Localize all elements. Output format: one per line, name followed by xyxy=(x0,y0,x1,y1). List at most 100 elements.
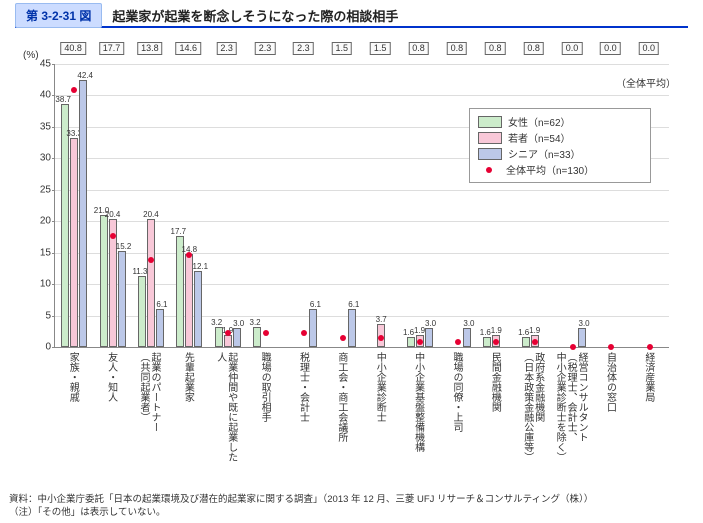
y-tick xyxy=(52,316,55,317)
avg-dot xyxy=(532,339,538,345)
avg-box: 0.8 xyxy=(408,42,429,55)
y-tick xyxy=(52,284,55,285)
x-axis-label: 自治体の窓口 xyxy=(604,352,615,412)
legend-label-youth: 若者（n=54） xyxy=(508,130,571,145)
bar-female: 1.6 xyxy=(407,337,415,347)
bar-youth: 1.9 xyxy=(224,335,232,347)
y-axis-unit: (%) xyxy=(23,50,39,61)
legend-swatch-female xyxy=(478,116,502,128)
y-tick xyxy=(52,158,55,159)
avg-dot xyxy=(71,87,77,93)
figure-title: 起業家が起業を断念しそうになった際の相談相手 xyxy=(112,6,398,25)
avg-box: 40.8 xyxy=(60,42,86,55)
bar-female xyxy=(291,346,299,347)
bar-female xyxy=(560,346,568,347)
avg-box: 0.8 xyxy=(447,42,468,55)
bar-value-label: 1.6 xyxy=(518,329,529,337)
avg-dot xyxy=(417,339,423,345)
bar-senior: 3.0 xyxy=(233,328,241,347)
x-axis-label: 起業のパートナー（共同起業者） xyxy=(138,352,160,432)
avg-dot xyxy=(263,330,269,336)
y-axis-label: 0 xyxy=(45,342,51,353)
bar-senior: 3.0 xyxy=(463,328,471,347)
bar-value-label: 17.7 xyxy=(171,228,187,236)
bar-youth: 33.3 xyxy=(70,138,78,347)
avg-box: 0.8 xyxy=(485,42,506,55)
gridline xyxy=(55,190,669,191)
avg-box: 1.5 xyxy=(370,42,391,55)
y-axis-label: 10 xyxy=(40,279,51,290)
bar-female: 1.6 xyxy=(522,337,530,347)
bar-female: 38.7 xyxy=(61,104,69,347)
avg-dot xyxy=(378,335,384,341)
avg-box: 2.3 xyxy=(216,42,237,55)
y-axis-label: 5 xyxy=(45,310,51,321)
bar-value-label: 20.4 xyxy=(105,211,121,219)
legend-row-avg: 全体平均（n=130） xyxy=(478,162,642,177)
x-axis-label: 中小企業診断士 xyxy=(374,352,385,422)
x-axis-label: 家族・親戚 xyxy=(67,352,78,402)
bar-female xyxy=(637,346,645,347)
bar-value-label: 6.1 xyxy=(310,301,321,309)
bar-senior: 6.1 xyxy=(348,309,356,347)
avg-dot xyxy=(608,344,614,350)
gridline xyxy=(55,64,669,65)
bar-value-label: 3.0 xyxy=(579,320,590,328)
y-tick xyxy=(52,64,55,65)
bar-value-label: 15.2 xyxy=(116,243,132,251)
avg-dot xyxy=(301,330,307,336)
bar-youth xyxy=(262,346,270,347)
bar-value-label: 3.0 xyxy=(233,320,244,328)
footnote-1: 資料：中小企業庁委託「日本の起業環境及び潜在的起業家に関する調査」（2013 年… xyxy=(9,494,593,507)
x-axis-label: 職場の同僚・上司 xyxy=(451,352,462,432)
legend-swatch-senior xyxy=(478,148,502,160)
bar-youth xyxy=(454,346,462,347)
bar-value-label: 1.6 xyxy=(403,329,414,337)
bar-value-label: 12.1 xyxy=(193,263,209,271)
avg-dot xyxy=(110,233,116,239)
avg-dot xyxy=(340,335,346,341)
bar-senior: 6.1 xyxy=(309,309,317,347)
bar-female xyxy=(445,346,453,347)
x-axis-label: 職場の取引相手 xyxy=(259,352,270,422)
legend-label-senior: シニア（n=33） xyxy=(508,146,581,161)
avg-box: 0.0 xyxy=(600,42,621,55)
legend-label-female: 女性（n=62） xyxy=(508,114,571,129)
bar-value-label: 11.3 xyxy=(132,268,147,276)
avg-box: 0.8 xyxy=(523,42,544,55)
y-tick xyxy=(52,253,55,254)
legend-swatch-youth xyxy=(478,132,502,144)
bar-value-label: 1.6 xyxy=(480,329,491,337)
bar-value-label: 3.2 xyxy=(211,319,222,327)
avg-box: 0.0 xyxy=(639,42,660,55)
y-axis-label: 25 xyxy=(40,184,51,195)
bar-cluster: 11.320.46.1 xyxy=(136,219,166,347)
bar-female: 21.0 xyxy=(100,215,108,347)
gridline xyxy=(55,95,669,96)
legend-row-youth: 若者（n=54） xyxy=(478,130,642,145)
avg-dot xyxy=(570,344,576,350)
avg-dot xyxy=(148,257,154,263)
y-axis-label: 35 xyxy=(40,121,51,132)
legend-row-female: 女性（n=62） xyxy=(478,114,642,129)
bar-senior xyxy=(501,346,509,347)
bar-cluster: 6.1 xyxy=(328,309,358,347)
y-axis-label: 15 xyxy=(40,247,51,258)
bar-female xyxy=(330,346,338,347)
bar-value-label: 6.1 xyxy=(156,301,167,309)
bar-value-label: 20.4 xyxy=(143,211,159,219)
x-axis-label: 商工会・商工会議所 xyxy=(336,352,347,442)
avg-dot xyxy=(225,330,231,336)
bar-senior xyxy=(655,346,663,347)
avg-dot xyxy=(186,252,192,258)
bar-youth xyxy=(300,346,308,347)
bar-senior: 3.0 xyxy=(425,328,433,347)
bar-senior: 6.1 xyxy=(156,309,164,347)
avg-box: 13.8 xyxy=(137,42,163,55)
y-tick xyxy=(52,190,55,191)
avg-box: 2.3 xyxy=(255,42,276,55)
x-axis-label: 起業仲間や既に起業した人 xyxy=(215,352,237,462)
avg-box-row: 40.817.713.814.62.32.32.31.51.50.80.80.8… xyxy=(54,42,668,60)
bar-value-label: 1.9 xyxy=(491,327,502,335)
y-axis-label: 40 xyxy=(40,90,51,101)
